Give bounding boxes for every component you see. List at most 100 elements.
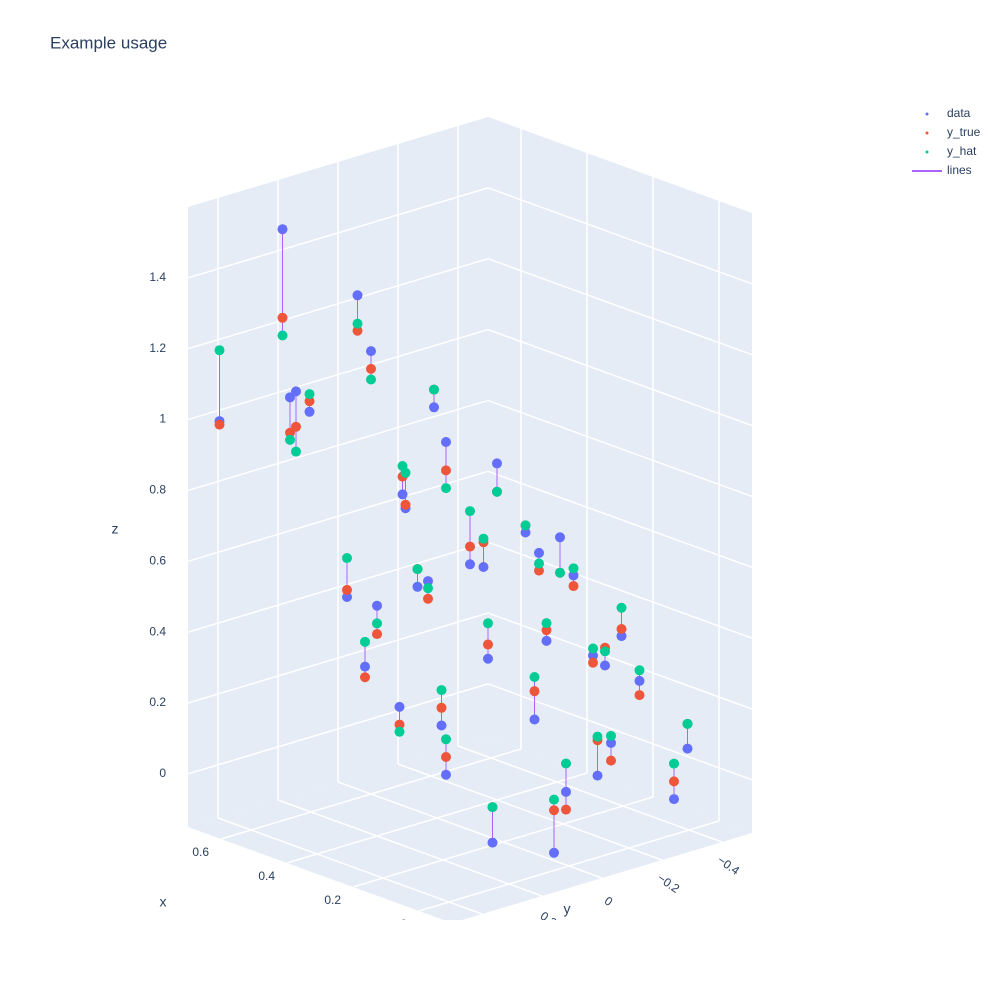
point: [483, 639, 493, 650]
point: [568, 581, 579, 592]
point: [394, 701, 405, 712]
point: [342, 584, 352, 595]
point: [372, 618, 382, 629]
z-tick-label: 0.6: [149, 553, 166, 567]
y-tick-label: 0: [602, 894, 616, 909]
grid-line: [277, 799, 543, 897]
grid-line: [418, 820, 720, 912]
point: [291, 446, 301, 457]
point: [588, 657, 598, 668]
point: [549, 805, 559, 816]
point: [555, 532, 565, 543]
floor: [188, 737, 752, 920]
z-tick-label: 1.2: [149, 341, 166, 355]
point: [423, 593, 433, 604]
point: [214, 345, 225, 356]
point: [372, 629, 382, 640]
point: [277, 224, 288, 235]
point: [568, 570, 579, 581]
grid-line: [487, 541, 753, 639]
point: [285, 392, 295, 403]
point: [423, 583, 433, 594]
point: [669, 776, 679, 787]
point: [366, 346, 376, 357]
point: [441, 465, 451, 476]
point: [634, 665, 645, 676]
point: [465, 559, 475, 570]
legend-marker: [925, 131, 929, 135]
point: [592, 770, 603, 781]
point: [606, 737, 616, 748]
grid-line: [457, 745, 723, 843]
z-tick-label: 1.4: [149, 270, 166, 284]
point: [520, 520, 531, 531]
axis-title: y: [564, 901, 571, 917]
grid-line: [487, 612, 753, 710]
point: [606, 730, 616, 741]
point: [441, 769, 451, 780]
point: [555, 567, 565, 578]
point: [372, 600, 382, 611]
point: [492, 458, 502, 469]
point: [360, 661, 370, 672]
point: [568, 563, 579, 574]
point: [487, 837, 498, 848]
x-tick-label: 0.2: [324, 893, 341, 907]
point: [616, 631, 627, 642]
point: [360, 636, 370, 647]
grid-line: [487, 470, 753, 568]
legend-label: y_true: [947, 125, 981, 139]
point: [400, 499, 411, 510]
grid-line: [487, 258, 753, 356]
point: [549, 847, 559, 858]
point: [634, 675, 645, 686]
x-tick-label: 0.6: [192, 845, 209, 859]
grid-line: [337, 781, 603, 879]
point: [366, 374, 376, 385]
point: [600, 646, 610, 657]
z-tick-label: 1: [159, 412, 166, 426]
point: [561, 758, 571, 769]
x-tick-label: 0.4: [258, 869, 275, 883]
point: [214, 419, 225, 430]
point: [600, 660, 610, 671]
point: [592, 731, 603, 742]
legend-marker: [925, 112, 929, 116]
wall: [488, 117, 752, 833]
point: [534, 547, 544, 558]
point: [394, 726, 405, 737]
grid-line: [217, 817, 483, 915]
point: [588, 643, 598, 654]
point: [465, 506, 475, 517]
point: [366, 363, 376, 374]
chart-title: Example usage: [50, 33, 167, 52]
legend-item[interactable]: lines: [912, 163, 972, 177]
point: [483, 653, 493, 664]
grid-line: [487, 187, 753, 285]
grid-line: [487, 683, 753, 781]
point: [529, 686, 540, 697]
point: [534, 558, 544, 569]
legend-label: data: [947, 106, 971, 120]
point: [441, 483, 451, 494]
point: [342, 592, 352, 602]
legend-item[interactable]: y_true: [925, 125, 981, 139]
point: [352, 325, 363, 336]
point: [352, 318, 363, 329]
legend-item[interactable]: y_hat: [925, 144, 978, 158]
y-tick-label: −0.4: [715, 853, 743, 878]
z-tick-label: 0: [159, 766, 166, 780]
point: [549, 794, 559, 805]
legend-item[interactable]: data: [925, 106, 971, 120]
point: [412, 564, 423, 575]
point: [606, 755, 616, 766]
axis-title: z: [112, 521, 119, 537]
legend-label: y_hat: [947, 144, 977, 158]
grid-line: [487, 328, 753, 427]
point: [423, 576, 433, 587]
point: [541, 635, 552, 646]
point: [277, 312, 288, 323]
point: [285, 427, 295, 438]
point: [436, 702, 447, 713]
